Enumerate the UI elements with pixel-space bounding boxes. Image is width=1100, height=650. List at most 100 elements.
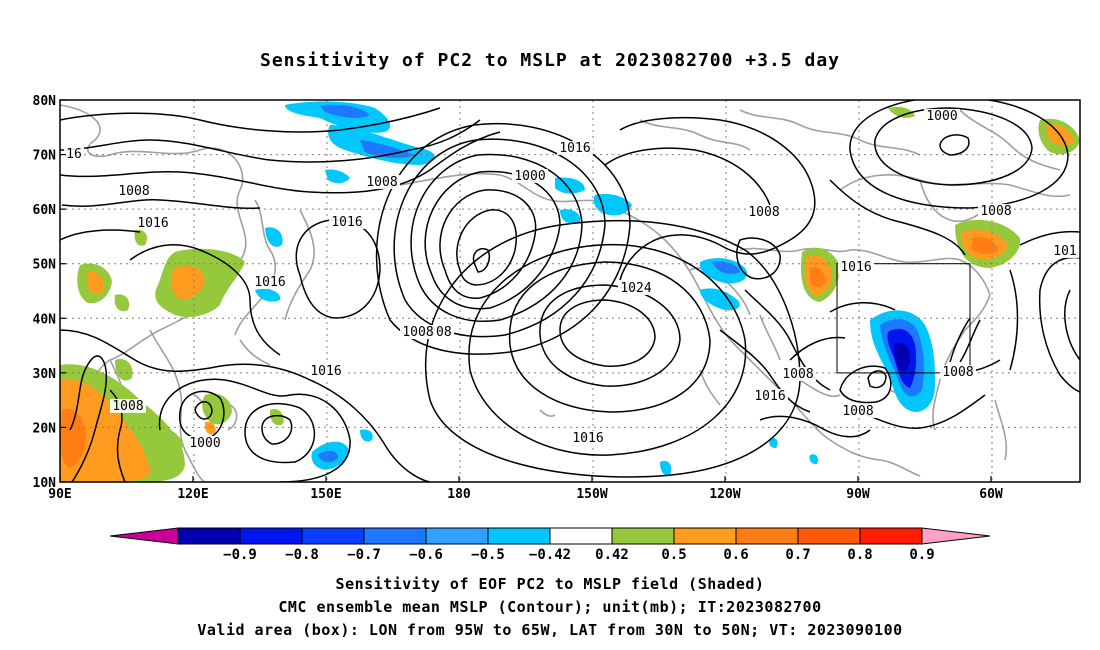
caption-line-3: Valid area (box): LON from 95W to 65W, L… — [197, 621, 903, 639]
colorbar-swatch — [673, 527, 737, 545]
colorbar-label: −0.7 — [347, 547, 381, 563]
colorbar-label: −0.5 — [471, 547, 505, 563]
contour-label: 1016 — [331, 215, 362, 230]
contour-label-bg — [64, 147, 84, 161]
colorbar-label: 0.7 — [785, 547, 810, 563]
colorbar-label: 0.8 — [847, 547, 872, 563]
contour-label-bg — [780, 367, 816, 381]
contour-label: 101 — [1053, 244, 1076, 259]
contour-label: 1008 — [366, 175, 397, 190]
contour-label-bg — [570, 431, 606, 445]
lat-label: 40N — [33, 312, 57, 327]
contour-label: 1008 — [118, 184, 149, 199]
contour-label: 1008 — [942, 365, 973, 380]
colorbar-swatch — [797, 527, 861, 545]
contour-label: 16 — [66, 147, 82, 162]
colorbar-low-end — [109, 527, 179, 545]
lat-label: 60N — [33, 203, 57, 218]
contour-label: 1008 — [980, 204, 1011, 219]
lon-label: 90W — [846, 487, 870, 502]
contour-label: 1016 — [572, 431, 603, 446]
contour-label: 1008 — [782, 367, 813, 382]
colorbar-swatch — [239, 527, 303, 545]
contour-label-bg — [746, 205, 782, 219]
contour-label: 1000 — [926, 109, 957, 124]
contour-labels: 16 1008 1008 1000 1016 1016 1016 1008 1008 1016 10… — [64, 109, 1079, 451]
contour-label-bg — [838, 260, 874, 274]
lon-label: 120W — [709, 487, 740, 502]
contour-label: 1008 — [402, 325, 433, 340]
colorbar-swatch — [363, 527, 427, 545]
colorbar-label: −0.9 — [223, 547, 257, 563]
colorbar-label: −0.6 — [409, 547, 443, 563]
contour-label: 1024 — [620, 281, 651, 296]
contour-label-bg — [940, 365, 976, 379]
contour-label-bg — [329, 215, 365, 229]
colorbar-label: −0.42 — [529, 547, 571, 563]
mslp-contours — [60, 100, 1080, 482]
contour-label-bg — [400, 325, 436, 339]
contour-label-bg — [116, 184, 152, 198]
lon-label: 150E — [310, 487, 341, 502]
colorbar-swatch — [735, 527, 799, 545]
latitude-axis: 80N 70N 60N 50N 40N 30N 20N 10N — [33, 94, 66, 491]
contour-label-bg — [512, 169, 548, 183]
caption-line-2: CMC ensemble mean MSLP (Contour); unit(m… — [278, 598, 822, 616]
contour-label: 1008 — [842, 404, 873, 419]
longitude-axis: 90E 120E 150E 180 150W 120W 90W 60W — [48, 476, 1003, 502]
colorbar-swatch — [425, 527, 489, 545]
contour-label-bg — [252, 275, 288, 289]
lat-label: 10N — [33, 476, 57, 491]
lon-label: 120E — [177, 487, 208, 502]
lon-label: 60W — [979, 487, 1003, 502]
lon-label: 180 — [447, 487, 471, 502]
colorbar-label: 0.5 — [661, 547, 686, 563]
map-frame — [59, 99, 1081, 483]
contour-label: 1016 — [754, 389, 785, 404]
contour-label-bg — [308, 364, 344, 378]
colorbar-swatch — [177, 527, 241, 545]
contour-label: 1000 — [514, 169, 545, 184]
colorbar-swatch — [549, 527, 613, 545]
colorbar-swatch — [611, 527, 675, 545]
colorbar-label: 0.9 — [909, 547, 934, 563]
contour-label: 1016 — [840, 260, 871, 275]
lat-label: 70N — [33, 149, 57, 164]
colorbar-high-end — [921, 527, 991, 545]
contour-label: 1016 — [137, 216, 168, 231]
lon-label: 90E — [48, 487, 71, 502]
contour-label-bg — [364, 175, 400, 189]
colorbar: −0.9 −0.8 −0.7 −0.6 −0.5 −0.42 0.42 0.5 0.6 0.7 0.… — [109, 527, 991, 563]
contour-label-bg — [557, 141, 593, 155]
lon-label: 150W — [576, 487, 607, 502]
contour-label-bg — [978, 204, 1014, 218]
contour-label-bg — [187, 436, 223, 450]
valid-area-box — [836, 263, 971, 374]
colorbar-label: −0.8 — [285, 547, 319, 563]
colorbar-swatch — [301, 527, 365, 545]
contour-label: 1016 — [310, 364, 341, 379]
contour-label: 1016 — [559, 141, 590, 156]
contour-label-bg — [618, 281, 654, 295]
contour-label: 1008 — [748, 205, 779, 220]
lat-label: 80N — [33, 94, 57, 109]
contour-label-bg — [135, 216, 171, 230]
lat-label: 50N — [33, 258, 57, 273]
contour-label-bg — [924, 109, 960, 123]
contour-label: 1008 — [112, 399, 143, 414]
lat-label: 30N — [33, 367, 57, 382]
colorbar-label: 0.6 — [723, 547, 748, 563]
lat-label: 20N — [33, 421, 57, 436]
contour-label-bg — [110, 399, 146, 413]
colorbar-swatch — [487, 527, 551, 545]
contour-label: 1016 — [254, 275, 285, 290]
contour-label-bg — [1051, 244, 1079, 258]
colorbar-swatch — [859, 527, 923, 545]
contour-label-bg — [752, 389, 788, 403]
chart-title: Sensitivity of PC2 to MSLP at 2023082700… — [259, 50, 840, 71]
contour-label-bg — [840, 404, 876, 418]
caption-line-1: Sensitivity of EOF PC2 to MSLP field (Sh… — [335, 575, 765, 593]
colorbar-label: 0.42 — [595, 547, 629, 563]
contour-label: 1000 — [189, 436, 220, 451]
